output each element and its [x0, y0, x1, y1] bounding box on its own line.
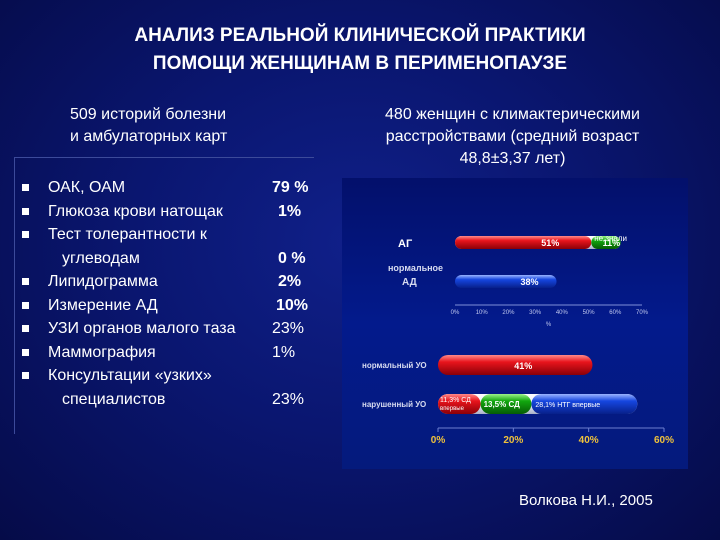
exam-name: Тест толерантности к: [48, 226, 207, 243]
left-column-header: 509 историй болезни и амбулаторных карт: [70, 104, 227, 148]
bullet-icon: [22, 301, 29, 309]
x-tick-label: 30%: [529, 310, 542, 316]
left-panel-left-border: [14, 158, 15, 434]
list-item: Тест толерантности к: [20, 223, 320, 247]
exam-name: Маммография: [48, 343, 156, 361]
slide-title-line-1: АНАЛИЗ РЕАЛЬНОЙ КЛИНИЧЕСКОЙ ПРАКТИКИ: [134, 25, 586, 46]
bar-normal-bp-38: [455, 275, 557, 288]
exam-name-continued: углеводам: [62, 249, 140, 267]
list-item: Липидограмма 2%: [20, 270, 320, 294]
exam-percent: 1%: [272, 343, 296, 361]
bar-ag-51: [455, 236, 592, 249]
exam-percent: 0 %: [278, 249, 306, 267]
bar-label-sd-13: 13,5% СД: [484, 400, 521, 409]
bullet-icon: [22, 372, 29, 379]
exam-name-continued: специалистов: [62, 390, 166, 408]
bar-label-38: 38%: [521, 277, 539, 287]
right-column-header: 480 женщин с климактерическими расстройс…: [340, 104, 685, 170]
x-tick-label: 60%: [609, 310, 622, 316]
slide-title-line-2: ПОМОЩИ ЖЕНЩИНАМ В ПЕРИМЕНОПАУЗЕ: [152, 53, 568, 74]
bar-label-ntg-28: 28,1% НТГ впервые: [535, 402, 600, 409]
bar-impaired-sd-13: [480, 394, 532, 414]
x-tick-label: 60%: [654, 435, 674, 446]
cat-label-normal-bp-2: АД: [402, 277, 417, 288]
exam-percent: 10%: [276, 296, 309, 314]
list-item-continuation: углеводам 0 %: [20, 247, 320, 271]
bullet-icon: [22, 348, 29, 356]
bullet-icon: [22, 278, 29, 285]
list-item: Измерение АД 10%: [20, 294, 320, 318]
bar-label-51: 51%: [541, 238, 559, 248]
right-header-line-1: 480 женщин с климактерическими: [385, 106, 640, 123]
left-panel-top-border: [14, 157, 314, 158]
exam-percent: 1%: [278, 202, 302, 220]
embedded-chart: 51% не знали 11% 38% АГ нормальное АД 0% 10% 20% 3…: [342, 178, 688, 469]
x-tick-label: 0%: [431, 435, 446, 446]
source-credit: Волкова Н.И., 2005: [519, 492, 653, 509]
x-tick-label: 40%: [556, 310, 569, 316]
exam-name: УЗИ органов малого таза: [48, 320, 236, 337]
left-header-line-2: и амбулаторных карт: [70, 128, 228, 145]
cat-label-impaired-uo: нарушенный УО: [362, 400, 426, 409]
x-tick-label: 10%: [476, 310, 489, 316]
list-item: Глюкоза крови натощак 1%: [20, 200, 320, 224]
list-item: ОАК, ОАМ 79 %: [20, 176, 320, 200]
cat-label-normal-bp-1: нормальное: [388, 263, 443, 273]
left-header-line-1: 509 историй болезни: [70, 106, 227, 123]
x-tick-label: 50%: [583, 310, 596, 316]
cat-label-ag: АГ: [398, 238, 413, 250]
exam-name: Глюкоза крови натощак: [48, 202, 223, 220]
exam-name: Измерение АД: [48, 296, 158, 314]
cat-label-normal-uo: нормальный УО: [362, 361, 427, 370]
x-tick-label: 20%: [502, 310, 515, 316]
bar-label-41: 41%: [514, 361, 532, 371]
exam-name: Липидограмма: [48, 273, 158, 290]
exam-name: ОАК, ОАМ: [48, 179, 126, 196]
bar-impaired-ntg-28: [531, 394, 638, 414]
exam-percent: 2%: [278, 273, 302, 290]
right-header-line-3: 48,8±3,37 лет): [459, 150, 566, 167]
bullet-icon: [22, 231, 29, 238]
bar-label-sd-new-2: впервые: [440, 406, 465, 412]
bar-impaired-sd-new-11: [438, 394, 481, 414]
exam-name: Консультации «узких»: [48, 367, 212, 384]
exam-list: ОАК, ОАМ 79 % Глюкоза крови натощак 1% Т…: [20, 176, 320, 411]
list-item-continuation: специалистов 23%: [20, 388, 320, 412]
exam-percent: 79 %: [272, 179, 309, 196]
exam-percent: 23%: [272, 320, 305, 337]
x-tick-label: 70%: [636, 310, 649, 316]
x-axis-label: %: [546, 322, 552, 328]
exam-percent: 23%: [272, 390, 305, 408]
x-tick-label: 0%: [451, 310, 460, 316]
bullet-icon: [22, 325, 29, 332]
list-item: УЗИ органов малого таза 23%: [20, 317, 320, 341]
x-tick-label: 40%: [579, 435, 599, 446]
list-item: Маммография 1%: [20, 341, 320, 365]
bullet-icon: [22, 207, 29, 215]
bar-ag-11: [591, 236, 621, 249]
bar-normal-uo-41: [438, 355, 593, 375]
bar-label-sd-new-1: 11,3% СД: [440, 397, 471, 404]
list-item: Консультации «узких»: [20, 364, 320, 388]
bar-label-11: 11%: [603, 238, 621, 248]
slide-title: АНАЛИЗ РЕАЛЬНОЙ КЛИНИЧЕСКОЙ ПРАКТИКИ ПОМ…: [0, 22, 720, 78]
bullet-icon: [22, 184, 29, 191]
x-tick-label: 20%: [503, 435, 523, 446]
bar-label-ne-znali: не знали: [594, 234, 627, 243]
right-header-line-2: расстройствами (средний возраст: [385, 128, 640, 145]
